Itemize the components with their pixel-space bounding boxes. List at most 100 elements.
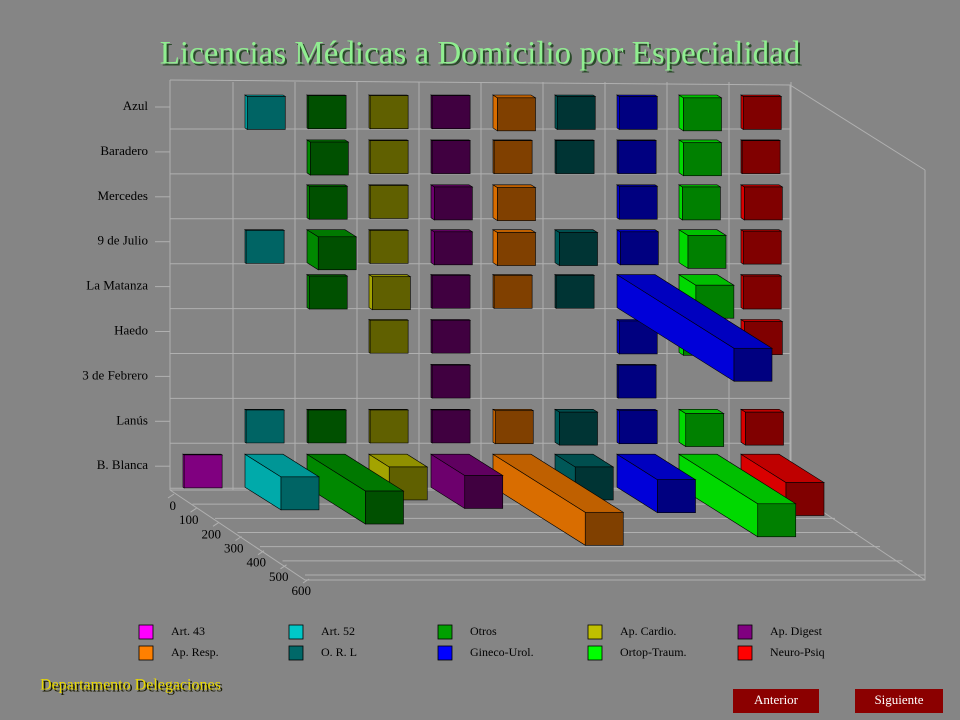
bar-side: [430, 229, 435, 266]
bar: [367, 139, 410, 175]
bar: [739, 274, 783, 310]
bar-front: [618, 410, 658, 445]
bar-side: [554, 229, 560, 267]
bar-front: [617, 364, 657, 399]
bar-top: [739, 319, 784, 322]
tick: [302, 578, 310, 584]
depth-tick-label: 400: [247, 555, 267, 570]
bar-side: [678, 184, 683, 221]
bar-top: [677, 139, 723, 144]
bar-front: [742, 275, 782, 310]
wall-edge: [169, 170, 926, 581]
tick: [212, 521, 220, 527]
depth-tick-label: 300: [224, 540, 244, 555]
bar: [615, 139, 658, 175]
bar: [739, 229, 783, 265]
bar-front: [617, 140, 657, 174]
depth-tick-label: 0: [170, 498, 177, 513]
button[interactable]: Siguiente: [855, 689, 943, 713]
bar-side: [678, 139, 684, 177]
bar-front: [742, 96, 782, 130]
bar-top: [429, 229, 474, 233]
bar: [553, 229, 599, 267]
bar: [367, 408, 410, 444]
bar-top: [677, 408, 725, 414]
bar-front: [308, 275, 348, 310]
bar-side: [430, 184, 435, 221]
bar-top: [677, 94, 723, 99]
legend-swatch: [288, 645, 304, 661]
tick: [167, 493, 175, 499]
bar-front: [757, 503, 797, 538]
depth-tick-label: 100: [179, 512, 199, 527]
button[interactable]: Anterior: [733, 689, 819, 713]
bar-front: [497, 187, 536, 221]
bar-side: [492, 184, 498, 222]
legend-swatch: [437, 645, 453, 661]
legend-label: Art. 52: [321, 624, 355, 638]
bar-front: [431, 364, 471, 399]
bar-top: [739, 184, 784, 188]
bar-front: [741, 140, 781, 174]
bar-side: [740, 184, 745, 221]
bar: [615, 94, 659, 130]
bar-top: [553, 408, 599, 413]
bar: [739, 408, 785, 446]
bar-side: [678, 94, 684, 132]
bar-front: [431, 140, 471, 174]
bar-front: [657, 479, 696, 514]
bar-front: [683, 142, 722, 177]
bar-front: [431, 409, 471, 444]
bar-side: [678, 408, 687, 448]
bar-top: [305, 139, 350, 143]
bar-front: [744, 186, 783, 221]
bar-front: [245, 230, 285, 264]
y-tick-label: 9 de Julio: [97, 233, 148, 248]
bar-side: [306, 139, 311, 176]
depth-tick-label: 500: [269, 569, 289, 584]
bar-front: [493, 140, 533, 174]
bar: [429, 229, 474, 266]
bar-side: [492, 94, 498, 132]
bar-front: [431, 95, 471, 130]
bar-side: [306, 274, 310, 310]
y-tick-label: Mercedes: [97, 188, 148, 203]
legend-label: Art. 43: [171, 624, 205, 638]
bar-side: [492, 229, 498, 267]
bar: [491, 229, 537, 267]
bar: [615, 408, 659, 445]
bar-front: [317, 236, 357, 271]
bar: [243, 229, 286, 264]
bar: [429, 184, 474, 221]
bar-front: [307, 95, 347, 130]
depth-tick-label: 200: [202, 526, 222, 541]
bar: [305, 408, 348, 444]
bar: [243, 453, 321, 511]
bar-front: [310, 141, 349, 176]
legend-label: O. R. L: [321, 645, 357, 659]
plot: Azul Baradero Mercedes 9 de Julio La Matanza…: [82, 82, 925, 598]
bar-front: [733, 347, 773, 382]
bar-front: [584, 511, 624, 546]
bar: [739, 184, 784, 221]
bar-front: [369, 230, 409, 264]
bar-front: [369, 409, 409, 444]
bar: [429, 453, 504, 509]
bar-front: [555, 275, 595, 309]
button-label[interactable]: Siguiente: [874, 692, 923, 707]
legend-label: Ortop-Traum.: [620, 645, 687, 659]
button-label[interactable]: Anterior: [754, 692, 799, 707]
legend-label: Gineco-Urol.: [470, 645, 534, 659]
bar-side: [616, 318, 620, 355]
legend-label: Ap. Cardio.: [620, 624, 676, 638]
tick: [190, 507, 197, 513]
button-bg[interactable]: [855, 689, 943, 713]
bar: [243, 94, 287, 130]
bar: [429, 94, 472, 130]
bar-front: [464, 475, 504, 509]
bar: [553, 274, 596, 309]
bar: [367, 274, 412, 311]
button-bg[interactable]: [733, 689, 819, 713]
bar-front: [183, 454, 223, 489]
bar-front: [245, 409, 285, 444]
